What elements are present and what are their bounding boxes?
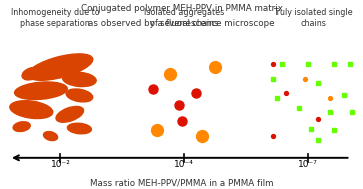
Ellipse shape [66, 89, 93, 102]
Ellipse shape [13, 122, 30, 132]
Text: Mass ratio MEH-PPV/PMMA in a PMMA film: Mass ratio MEH-PPV/PMMA in a PMMA film [90, 178, 273, 187]
Text: Truly isolated single
chains: Truly isolated single chains [273, 8, 353, 28]
Text: Isolated aggregates
of several chains: Isolated aggregates of several chains [144, 8, 224, 28]
Ellipse shape [68, 123, 91, 134]
Ellipse shape [28, 54, 93, 80]
Text: Inhomogeneity due to
phase separation: Inhomogeneity due to phase separation [11, 8, 100, 28]
Text: 10⁻²: 10⁻² [50, 160, 70, 169]
Ellipse shape [44, 132, 58, 141]
Text: as observed by a fluorescence microscope: as observed by a fluorescence microscope [88, 19, 275, 28]
Ellipse shape [10, 101, 53, 119]
Ellipse shape [56, 106, 83, 122]
Ellipse shape [63, 72, 96, 87]
Ellipse shape [15, 82, 67, 99]
Ellipse shape [22, 67, 41, 80]
Text: 10⁻⁷: 10⁻⁷ [298, 160, 318, 169]
Text: 10⁻⁴: 10⁻⁴ [174, 160, 194, 169]
Text: Conjugated polymer MEH-PPV in PMMA matrix: Conjugated polymer MEH-PPV in PMMA matri… [81, 4, 282, 13]
